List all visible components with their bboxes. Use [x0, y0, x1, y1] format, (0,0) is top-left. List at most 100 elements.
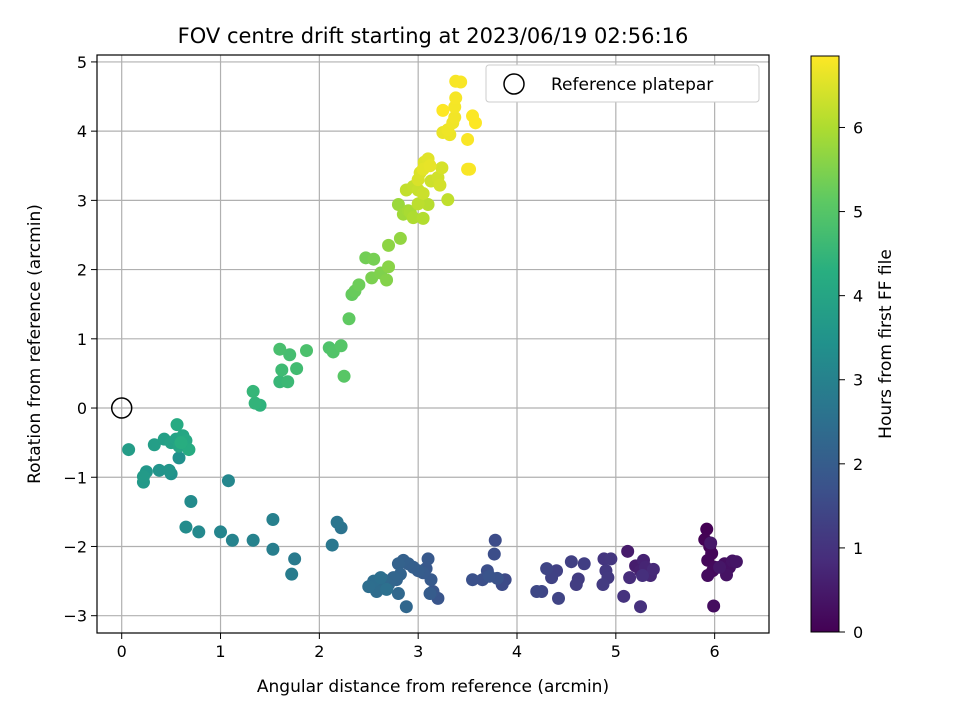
data-point [367, 252, 381, 266]
y-tick-label: −3 [63, 607, 87, 626]
data-point [283, 348, 297, 362]
data-point [342, 312, 356, 326]
x-axis-label: Angular distance from reference (arcmin) [257, 677, 609, 697]
data-point [337, 369, 351, 383]
data-point [421, 552, 435, 566]
chart-title: FOV centre drift starting at 2023/06/19 … [178, 24, 689, 48]
data-point [399, 600, 413, 614]
data-point [334, 339, 348, 353]
x-tick-label: 4 [512, 642, 522, 661]
data-point [192, 525, 206, 539]
data-point [391, 557, 405, 571]
data-point [273, 342, 287, 356]
data-point [623, 571, 637, 585]
data-point [152, 463, 166, 477]
y-tick-label: 2 [77, 261, 87, 280]
colorbar-tick-label: 2 [853, 455, 863, 474]
data-point [461, 132, 475, 146]
data-point [374, 571, 388, 585]
data-point [433, 178, 447, 192]
data-point [704, 536, 718, 550]
data-point [540, 562, 554, 576]
plot-frame [96, 54, 770, 634]
colorbar-tick-label: 5 [853, 203, 863, 222]
data-point [170, 418, 184, 432]
data-point [488, 533, 502, 547]
legend-marker-icon [503, 73, 525, 95]
data-point [184, 494, 198, 508]
data-point [713, 560, 727, 574]
x-tick-label: 6 [710, 642, 720, 661]
data-point [382, 238, 396, 252]
data-point [421, 198, 435, 212]
data-point [487, 547, 501, 561]
data-point [179, 520, 193, 534]
reference-marker [110, 397, 133, 419]
x-tick-label: 3 [413, 642, 423, 661]
data-point [634, 600, 648, 614]
data-point [266, 542, 280, 556]
data-point [621, 544, 635, 558]
data-point [596, 578, 610, 592]
data-point [285, 567, 299, 581]
y-axis-label: Rotation from reference (arcmin) [25, 204, 45, 484]
data-point [577, 557, 591, 571]
colorbar-tick-label: 6 [853, 118, 863, 137]
data-point [448, 110, 462, 124]
grid [97, 55, 769, 633]
data-point [454, 75, 468, 89]
legend: Reference platepar [485, 64, 760, 103]
data-point [136, 470, 150, 484]
data-point [248, 396, 262, 410]
data-point [461, 162, 475, 176]
data-point [564, 555, 578, 569]
data-point [423, 159, 437, 173]
data-point [162, 463, 176, 477]
x-tick-label: 5 [611, 642, 621, 661]
legend-label: Reference platepar [551, 75, 713, 95]
data-point [449, 91, 463, 105]
x-tick-label: 2 [314, 642, 324, 661]
data-point [221, 474, 235, 488]
data-point [391, 587, 405, 601]
data-point [275, 363, 289, 377]
y-tick-label: −1 [63, 468, 87, 487]
data-point [380, 273, 394, 287]
data-point [468, 116, 482, 130]
data-point [325, 538, 339, 552]
data-point [729, 555, 743, 569]
data-point [352, 278, 366, 292]
data-point [441, 193, 455, 207]
data-point [707, 599, 721, 613]
points-layer [122, 74, 743, 614]
data-point [300, 344, 314, 358]
data-point [246, 384, 260, 398]
data-point [214, 525, 228, 539]
colorbar-ticks: 0 1 2 3 4 5 6 [839, 118, 863, 642]
data-point [393, 231, 407, 245]
data-point [530, 584, 544, 598]
data-point [646, 562, 660, 576]
y-axis: −3 −2 −1 0 1 2 3 4 5 [63, 53, 97, 626]
y-tick-label: 4 [77, 122, 87, 141]
data-point [330, 515, 344, 529]
legend-box [485, 64, 760, 103]
data-point [288, 552, 302, 566]
data-point [406, 211, 420, 225]
data-point [281, 375, 295, 389]
data-point [552, 591, 566, 605]
data-point [436, 103, 450, 117]
x-axis: 0 1 2 3 4 5 6 [117, 633, 720, 661]
data-point [416, 186, 430, 200]
y-tick-label: 1 [77, 330, 87, 349]
colorbar: 0 1 2 3 4 5 6 Hours from first FF file [810, 55, 896, 642]
colorbar-label: Hours from first FF file [876, 249, 896, 439]
colorbar-gradient [810, 55, 840, 633]
y-tick-label: 3 [77, 191, 87, 210]
colorbar-tick-label: 1 [853, 539, 863, 558]
data-point [290, 362, 304, 376]
data-point [636, 569, 650, 583]
data-point [122, 443, 136, 457]
colorbar-tick-label: 3 [853, 371, 863, 390]
